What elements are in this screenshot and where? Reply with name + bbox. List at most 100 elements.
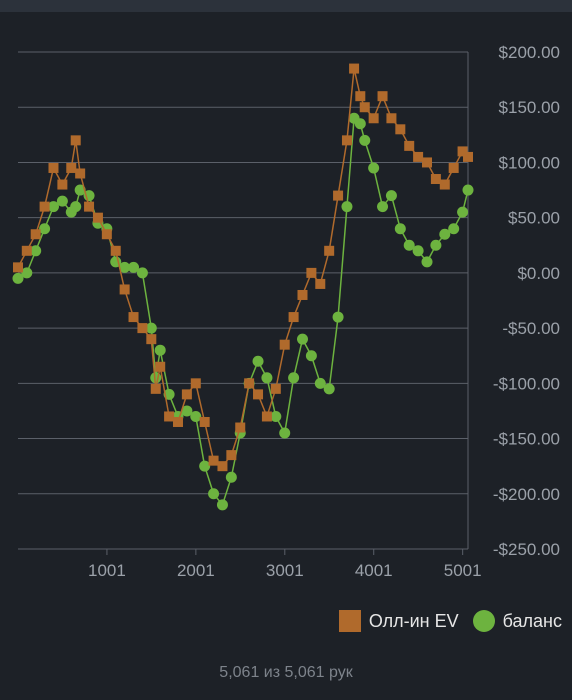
x-tick-label: 5001 xyxy=(444,561,482,580)
data-point-square xyxy=(430,174,441,185)
data-point-circle xyxy=(252,355,264,367)
data-point-square xyxy=(119,284,130,295)
data-point-square xyxy=(172,416,183,427)
series-marks xyxy=(12,63,474,511)
legend: Олл-ин EV баланс xyxy=(338,610,562,632)
data-point-square xyxy=(404,140,415,151)
legend-item-balance[interactable]: баланс xyxy=(472,610,562,632)
y-tick-label: $200.00 xyxy=(499,43,560,62)
y-axis-labels: $200.00 $150.00 $100.00 $50.00 $0.00 -$50.00 -… xyxy=(493,43,560,559)
data-point-circle xyxy=(190,410,202,422)
data-point-square xyxy=(21,245,32,256)
data-point-circle xyxy=(208,488,220,500)
data-point-square xyxy=(457,146,468,157)
data-point-square xyxy=(413,151,424,162)
grid xyxy=(18,51,469,555)
data-point-square xyxy=(181,389,192,400)
y-tick-label: $100.00 xyxy=(499,153,560,172)
y-tick-label: $0.00 xyxy=(517,264,560,283)
data-point-circle xyxy=(225,471,237,483)
data-point-square xyxy=(279,339,290,350)
data-point-square xyxy=(448,162,459,173)
data-point-circle xyxy=(70,201,82,213)
data-point-circle xyxy=(47,201,59,213)
series-line xyxy=(17,116,469,507)
data-point-circle xyxy=(332,311,344,323)
series-balance xyxy=(12,112,474,511)
data-point-square xyxy=(155,361,166,372)
data-point-square xyxy=(146,334,157,345)
data-point-circle xyxy=(314,377,326,389)
data-point-circle xyxy=(119,261,131,273)
data-point-square xyxy=(208,455,219,466)
data-point-circle xyxy=(128,261,140,273)
data-point-square xyxy=(341,135,352,146)
data-point-square xyxy=(270,383,281,394)
data-point-circle xyxy=(74,184,86,196)
data-point-square xyxy=(226,450,237,461)
circle-marker-icon xyxy=(472,610,495,632)
data-point-circle xyxy=(403,239,415,251)
x-tick-label: 2001 xyxy=(177,561,215,580)
data-point-circle xyxy=(462,184,474,196)
data-point-square xyxy=(377,91,388,102)
data-point-circle xyxy=(385,190,397,202)
data-point-circle xyxy=(136,267,148,279)
data-point-circle xyxy=(394,223,406,235)
data-point-square xyxy=(422,157,433,168)
data-point-square xyxy=(217,461,228,472)
top-bar xyxy=(0,0,572,12)
data-point-square xyxy=(349,63,360,74)
legend-label-balance: баланс xyxy=(502,610,562,631)
data-point-circle xyxy=(412,245,424,257)
x-tick-label: 3001 xyxy=(266,561,304,580)
hands-count: 5,061 из 5,061 рук xyxy=(219,664,353,681)
data-point-square xyxy=(439,179,450,190)
y-tick-label: -$50.00 xyxy=(502,319,560,338)
data-point-square xyxy=(324,245,335,256)
data-point-square xyxy=(368,113,379,124)
data-point-circle xyxy=(359,134,371,146)
y-tick-label: -$250.00 xyxy=(493,540,560,559)
data-point-circle xyxy=(21,267,33,279)
data-point-square xyxy=(190,378,201,389)
square-marker-icon xyxy=(338,610,361,632)
data-point-square xyxy=(75,168,86,179)
data-point-square xyxy=(137,323,148,334)
data-point-circle xyxy=(354,118,366,130)
data-point-square xyxy=(261,411,272,422)
data-point-square xyxy=(333,190,344,201)
y-tick-label: $150.00 xyxy=(499,98,560,117)
y-tick-label: $50.00 xyxy=(508,209,560,228)
data-point-square xyxy=(355,91,366,102)
data-point-square xyxy=(150,383,161,394)
data-point-circle xyxy=(421,256,433,268)
data-point-circle xyxy=(56,195,68,207)
data-point-square xyxy=(164,411,175,422)
data-point-circle xyxy=(296,333,308,345)
data-point-circle xyxy=(279,427,291,439)
data-point-square xyxy=(92,212,103,223)
data-point-square xyxy=(244,378,255,389)
x-tick-label: 1001 xyxy=(88,561,126,580)
data-point-square xyxy=(110,245,121,256)
data-point-circle xyxy=(323,383,335,395)
data-point-circle xyxy=(216,499,228,511)
data-point-square xyxy=(39,201,50,212)
data-point-circle xyxy=(261,372,273,384)
data-point-square xyxy=(57,179,68,190)
legend-label-ev: Олл-ин EV xyxy=(368,610,459,631)
data-point-square xyxy=(253,389,264,400)
data-point-circle xyxy=(457,206,469,218)
data-point-square xyxy=(386,113,397,124)
data-point-square xyxy=(13,262,23,273)
y-tick-label: -$150.00 xyxy=(493,430,560,449)
data-point-circle xyxy=(181,405,193,417)
data-point-square xyxy=(315,278,326,289)
data-point-square xyxy=(395,124,406,135)
data-point-circle xyxy=(154,344,166,356)
legend-item-ev[interactable]: Олл-ин EV xyxy=(338,610,459,632)
data-point-square xyxy=(70,135,81,146)
x-tick-label: 4001 xyxy=(355,561,393,580)
data-point-circle xyxy=(288,372,300,384)
